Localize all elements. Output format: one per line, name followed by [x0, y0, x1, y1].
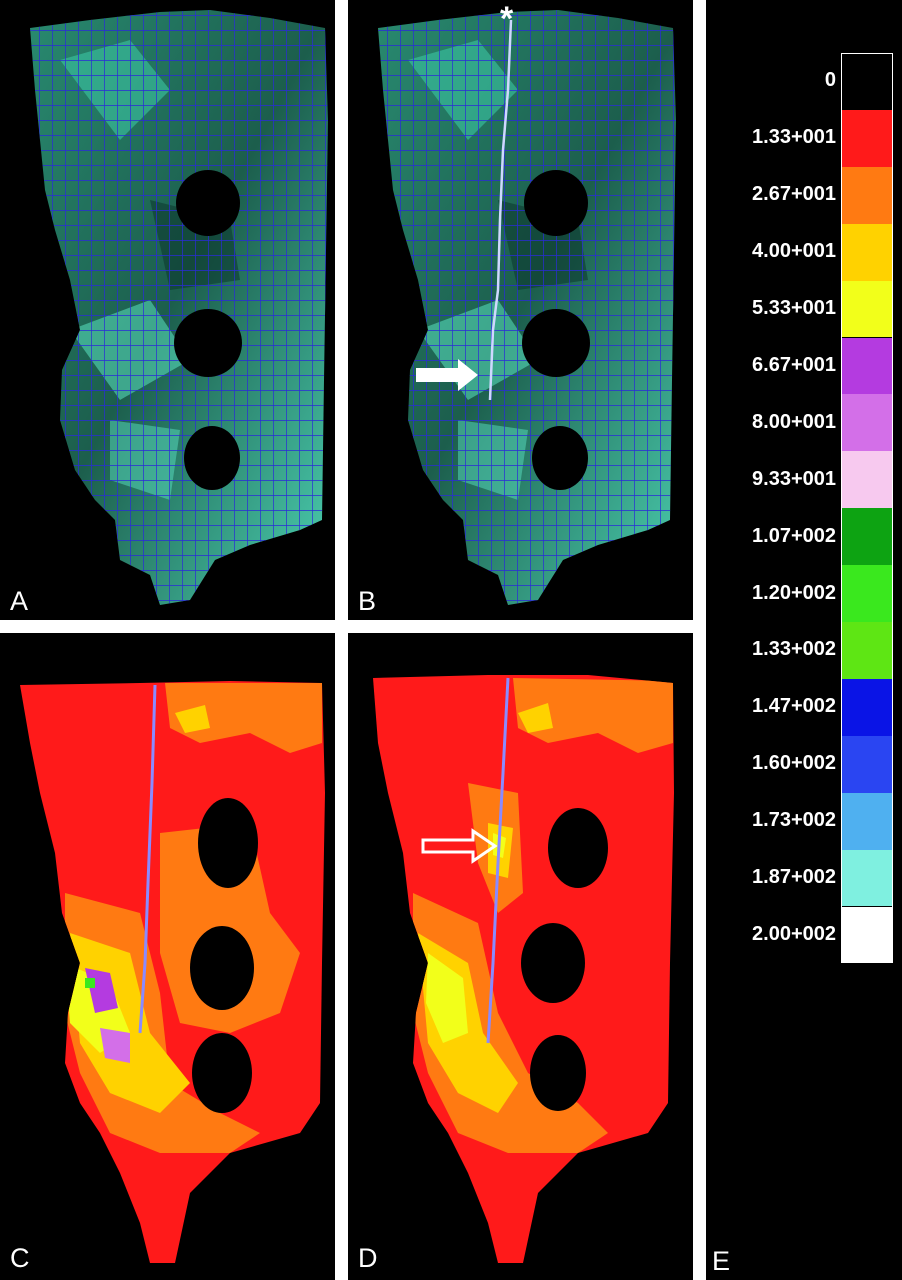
legend-entry: 6.67+001 [706, 337, 902, 395]
panel-c-stress-map: C [0, 633, 335, 1280]
legend-entry: 1.33+002 [706, 622, 902, 679]
legend-entry: 1.20+002 [706, 565, 902, 622]
legend-swatch [841, 337, 893, 395]
panel-label-c: C [10, 1243, 30, 1273]
panel-label-d: D [358, 1243, 378, 1273]
panel-e-color-legend: 0 1.33+001 2.67+001 4.00+001 5.33+001 6.67+00… [706, 0, 902, 1280]
foramen-1 [548, 808, 608, 888]
legend-swatch [841, 565, 893, 622]
stress-map-d [373, 675, 674, 1263]
legend-entry: 2.67+001 [706, 166, 902, 224]
stress-map-c [20, 681, 325, 1263]
legend-swatch [841, 394, 893, 452]
legend-label: 6.67+001 [752, 353, 836, 376]
foramen-2 [174, 309, 242, 377]
legend-swatch [841, 792, 893, 850]
legend-entry: 1.73+002 [706, 792, 902, 850]
legend-swatch [841, 906, 893, 964]
legend-label: 9.33+001 [752, 467, 836, 490]
legend-entry: 0 [706, 53, 902, 110]
legend-label: 1.87+002 [752, 866, 836, 889]
foramen-3 [184, 426, 240, 490]
legend-label: 1.07+002 [752, 524, 836, 547]
panel-d-stress-map: D [348, 633, 693, 1280]
legend-entry: 9.33+001 [706, 451, 902, 509]
legend-entry: 1.07+002 [706, 508, 902, 566]
outline-arrow-right-icon [421, 828, 498, 864]
legend-swatch [841, 109, 893, 167]
solid-arrow-right-icon [416, 359, 478, 391]
legend-label: 2.67+001 [752, 183, 836, 206]
foramen-3 [530, 1035, 586, 1111]
panel-a-mesh-model: A [0, 0, 335, 620]
legend-swatch [841, 451, 893, 509]
legend-entry: 8.00+001 [706, 394, 902, 452]
legend-swatch [841, 280, 893, 338]
legend-label: 8.00+001 [752, 410, 836, 433]
mesh-model-a [30, 10, 328, 605]
foramen-3 [192, 1033, 252, 1113]
legend-label: 4.00+001 [752, 240, 836, 263]
foramen-2 [521, 923, 585, 1003]
legend-swatch [841, 849, 893, 907]
legend-swatch [841, 53, 893, 110]
legend-entry: 2.00+002 [706, 906, 902, 964]
foramen-1 [524, 170, 588, 236]
legend-label: 1.60+002 [752, 752, 836, 775]
legend-swatch [841, 678, 893, 736]
legend-label: 1.47+002 [752, 695, 836, 718]
legend-entry: 1.47+002 [706, 678, 902, 736]
legend-entry: 1.33+001 [706, 109, 902, 167]
legend-swatch [841, 735, 893, 793]
foramen-3 [532, 426, 588, 490]
legend-label: 1.20+002 [752, 581, 836, 604]
legend-label: 2.00+002 [752, 922, 836, 945]
legend-label: 0 [824, 69, 836, 92]
legend-label: 1.73+002 [752, 809, 836, 832]
legend-label: 5.33+001 [752, 297, 836, 320]
panel-label-e: E [712, 1246, 731, 1276]
legend-entry: 1.60+002 [706, 735, 902, 793]
panel-label-a: A [10, 586, 29, 616]
legend-swatch [841, 166, 893, 224]
foramen-1 [198, 798, 258, 888]
panel-label-b: B [358, 586, 377, 616]
legend-label: 1.33+002 [752, 638, 836, 661]
legend-label: 1.33+001 [752, 126, 836, 149]
legend-swatch [841, 223, 893, 281]
panel-b-fracture-mesh-model: * B [348, 0, 693, 620]
legend-entry: 5.33+001 [706, 280, 902, 338]
mesh-model-b [378, 10, 676, 605]
legend-entry: 1.87+002 [706, 849, 902, 907]
foramen-2 [522, 309, 590, 377]
asterisk-marker: * [500, 0, 514, 38]
legend-entry: 4.00+001 [706, 223, 902, 281]
foramen-1 [176, 170, 240, 236]
legend-swatch [841, 508, 893, 566]
fracture-line [488, 19, 513, 401]
foramen-2 [190, 926, 254, 1010]
legend-swatch [841, 622, 893, 679]
